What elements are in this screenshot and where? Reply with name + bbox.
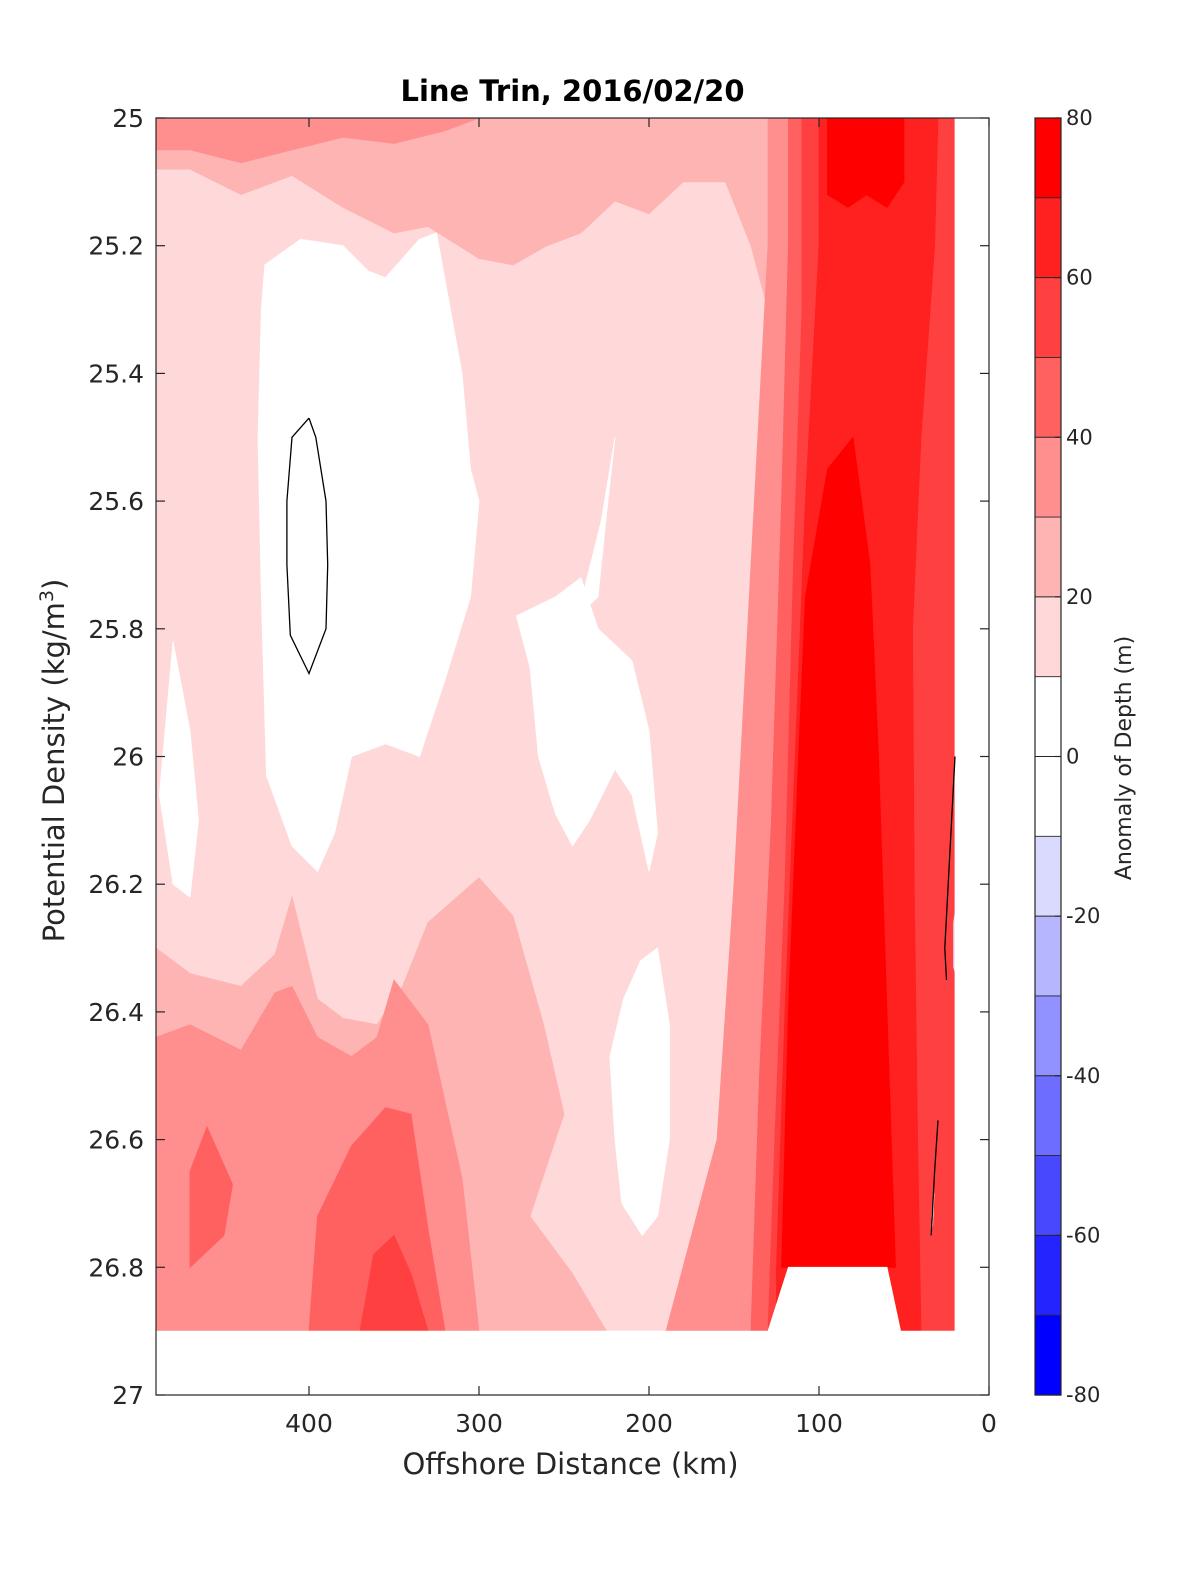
- contour-region-0-20: [609, 947, 670, 1237]
- contour-fill-layer: [155, 117, 990, 1396]
- colorbar-tick-label: 20: [1066, 585, 1093, 609]
- x-tick-label: 300: [455, 1409, 503, 1438]
- colorbar-segment: [1035, 357, 1061, 438]
- y-tick-label: 26: [112, 743, 144, 772]
- colorbar-label: Anomaly of Depth (m): [1112, 636, 1137, 880]
- y-tick-label: 25.2: [88, 232, 144, 261]
- colorbar-segment: [1035, 1315, 1061, 1396]
- y-tick-label: 27: [112, 1381, 144, 1410]
- colorbar-segment: [1035, 836, 1061, 917]
- y-tick-label: 26.8: [88, 1253, 144, 1282]
- colorbar-segment: [1035, 437, 1061, 518]
- contour-region-0-16: [767, 1266, 902, 1332]
- y-tick-label: 25.8: [88, 615, 144, 644]
- colorbar-tick-label: 80: [1066, 106, 1093, 130]
- negative-patch-0: [953, 909, 955, 974]
- colorbar-segment: [1035, 1235, 1061, 1316]
- colorbar-segment: [1035, 596, 1061, 678]
- colorbar-tick-label: 40: [1066, 425, 1093, 449]
- x-axis: 400 300 200 100 0: [285, 118, 997, 1438]
- colorbar-segment: [1035, 277, 1061, 359]
- colorbar-segment: [1035, 517, 1061, 598]
- contour-region-70-13: [827, 117, 905, 208]
- x-axis-label: Offshore Distance (km): [402, 1447, 738, 1481]
- contour-region-0-18: [515, 577, 658, 872]
- contour-line-1: [944, 756, 956, 981]
- contour-region-0-14: [155, 1330, 990, 1396]
- contour-region-0-19: [576, 437, 616, 618]
- x-tick-label: 200: [625, 1409, 673, 1438]
- y-tick-label: 25.4: [88, 359, 144, 388]
- y-tick-label: 26.6: [88, 1126, 144, 1155]
- contour-region-0-21: [158, 641, 199, 898]
- y-tick-label: 26.2: [88, 870, 144, 899]
- y-axis-label-exponent: 3: [36, 590, 58, 602]
- x-tick-label: 100: [795, 1409, 843, 1438]
- contour-line-2: [930, 1120, 939, 1236]
- contour-line-0: [286, 417, 329, 676]
- colorbar-tick-label: -40: [1066, 1064, 1100, 1088]
- colorbar-segment: [1035, 1155, 1061, 1236]
- x-tick-label: 400: [285, 1409, 333, 1438]
- contour-region-70-12: [781, 436, 896, 1268]
- chart-title: Line Trin, 2016/02/20: [400, 74, 744, 108]
- contour-line-layer: [286, 417, 956, 1236]
- y-axis-label-main: Potential Density (kg/m: [37, 602, 71, 942]
- colorbar-segment: [1035, 916, 1061, 997]
- colorbar-segment: [1035, 1075, 1061, 1157]
- y-axis-label: Potential Density (kg/m3): [36, 579, 71, 943]
- colorbar-tick-label: -60: [1066, 1223, 1100, 1247]
- colorbar-segment: [1035, 756, 1061, 837]
- y-tick-label: 25: [112, 104, 144, 133]
- colorbar: 80 60 40 20 0 -20 -40 -60 -80: [1034, 106, 1100, 1407]
- colorbar-segment: [1035, 676, 1061, 758]
- y-axis-label-close: ): [37, 579, 71, 590]
- y-tick-label: 25.6: [88, 487, 144, 516]
- colorbar-tick-label: -20: [1066, 904, 1100, 928]
- colorbar-segment: [1035, 197, 1061, 279]
- y-tick-label: 26.4: [88, 998, 144, 1027]
- contour-region-0-17: [257, 232, 480, 873]
- colorbar-segment: [1035, 118, 1061, 199]
- contour-region-40-7: [189, 1125, 233, 1269]
- y-axis: 25 25.2 25.4 25.6 25.8 26 26.2 26.4 26.6 26.8 27: [88, 104, 989, 1410]
- x-tick-label: 0: [981, 1409, 997, 1438]
- colorbar-segment: [1035, 995, 1061, 1077]
- colorbar-tick-label: -80: [1066, 1383, 1100, 1407]
- contour-region-30-3: [155, 117, 480, 164]
- colorbar-tick-label: 60: [1066, 266, 1093, 290]
- colorbar-tick-label: 0: [1066, 745, 1079, 769]
